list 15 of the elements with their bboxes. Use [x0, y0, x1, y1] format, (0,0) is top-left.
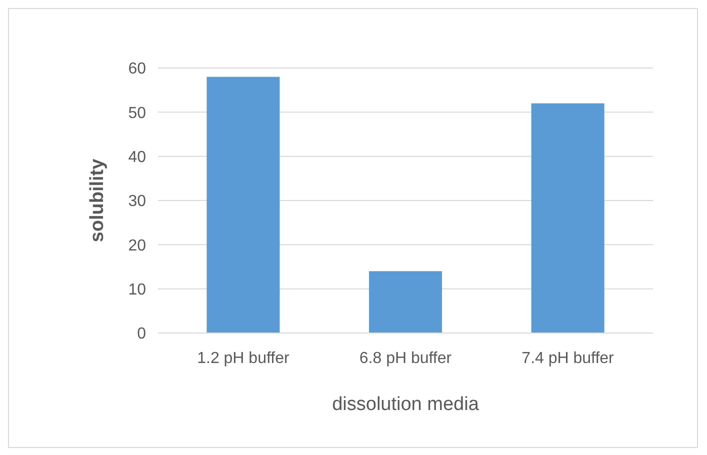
- y-tick-label: 10: [128, 281, 146, 298]
- y-tick-label: 60: [128, 60, 146, 78]
- x-tick-label: 6.8 pH buffer: [359, 350, 452, 367]
- y-tick-label: 0: [137, 326, 146, 343]
- y-axis-title: solubility: [87, 158, 108, 242]
- bar: [531, 103, 604, 333]
- x-tick-label: 1.2 pH buffer: [197, 350, 290, 367]
- y-tick-label: 30: [128, 193, 146, 210]
- bar: [368, 271, 442, 333]
- x-tick-label: 7.4 pH buffer: [522, 350, 615, 367]
- y-tick-label: 20: [128, 237, 146, 254]
- bar: [206, 76, 280, 333]
- y-tick-label: 40: [128, 148, 146, 166]
- y-tick-label: 50: [128, 104, 146, 122]
- x-axis-title: dissolution media: [332, 394, 480, 415]
